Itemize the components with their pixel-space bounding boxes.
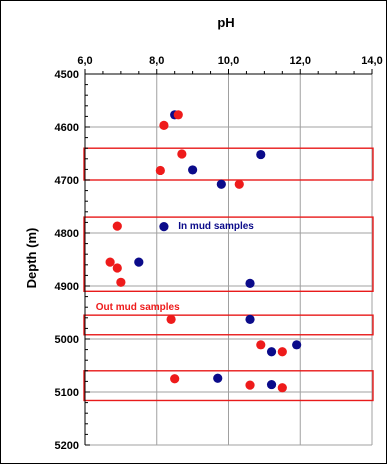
y-tick-label: 4700: [55, 175, 79, 187]
in-mud-point: [256, 149, 266, 160]
x-tick-label: 10,0: [218, 55, 239, 67]
in-mud-point: [188, 165, 198, 175]
out-mud-point: [105, 257, 115, 267]
out-mud-point: [155, 165, 165, 176]
out-mud-point: [173, 110, 183, 120]
out-mud-point: [112, 221, 122, 231]
y-tick-label: 5000: [55, 334, 79, 346]
in-mud-point: [159, 222, 169, 232]
out-mud-point: [112, 263, 122, 273]
in-mud-point: [245, 278, 255, 288]
x-tick-label: 12,0: [290, 55, 311, 67]
in-mud-point: [216, 179, 226, 189]
y-axis-title: Depth (m): [24, 228, 39, 289]
x-axis-title: pH: [217, 15, 234, 30]
axis-layer: 6,0 8,0 10,0 12,0 14,0 4500 4600 4700 4800 4900 50…: [55, 55, 383, 452]
depth-band-layer: [83, 147, 374, 402]
y-tick-label: 5100: [55, 387, 79, 399]
out-mud-point: [159, 120, 169, 131]
out-mud-point: [256, 340, 266, 350]
x-tick-label: 6,0: [77, 55, 92, 67]
out-mud-point: [277, 347, 287, 357]
out-mud-point: [166, 314, 176, 324]
out-mud-point: [177, 149, 187, 159]
point-layer: [105, 110, 302, 393]
depth-band-rect: [83, 216, 374, 293]
in-mud-label: In mud samples: [178, 221, 254, 232]
out-mud-point: [116, 277, 126, 287]
in-mud-point: [292, 340, 302, 350]
out-mud-point: [170, 374, 180, 384]
out-mud-point: [277, 383, 287, 393]
x-tick-label: 14,0: [361, 55, 382, 67]
in-mud-point: [266, 379, 277, 390]
out-mud-point: [245, 380, 255, 390]
depth-band-rect: [83, 370, 374, 402]
y-tick-label: 4800: [55, 228, 79, 240]
out-mud-label: Out mud samples: [96, 302, 180, 313]
in-mud-point: [245, 314, 255, 324]
y-tick-label: 4900: [55, 281, 79, 293]
in-mud-point: [213, 373, 223, 383]
out-mud-point: [234, 179, 244, 189]
depth-band-rect: [83, 147, 374, 181]
in-mud-point: [134, 257, 144, 267]
depth-band-rect: [83, 314, 374, 336]
y-tick-label: 5200: [55, 440, 79, 452]
annotation-layer: In mud samples Out mud samples: [96, 221, 255, 313]
in-mud-point: [266, 347, 277, 357]
x-tick-label: 8,0: [149, 55, 164, 67]
y-tick-label: 4600: [55, 122, 79, 134]
y-tick-label: 4500: [55, 69, 79, 81]
